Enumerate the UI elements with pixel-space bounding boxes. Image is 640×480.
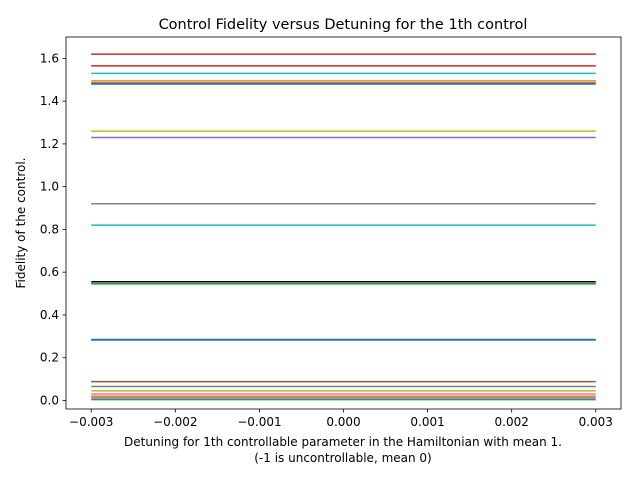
x-tick-label: 0.000 [326,415,360,429]
y-tick-label: 0.2 [40,351,59,365]
x-axis-label-line2: (-1 is uncontrollable, mean 0) [254,451,431,465]
x-tick-label: 0.003 [579,415,613,429]
y-tick-label: 1.0 [40,180,59,194]
x-tick-label: 0.001 [410,415,444,429]
plot-frame [65,36,622,410]
x-tick-label: −0.003 [69,415,113,429]
y-tick-label: 0.4 [40,308,59,322]
y-axis-label: Fidelity of the control. [14,158,28,289]
x-axis-label-line1: Detuning for 1th controllable parameter … [124,435,562,449]
y-tick-label: 0.0 [40,393,59,407]
y-tick-label: 0.6 [40,265,59,279]
series-layer [91,53,596,401]
x-tick-label: −0.002 [153,415,197,429]
y-tick-label: 1.6 [40,51,59,65]
y-tick-label: 1.4 [40,94,59,108]
x-tick-label: −0.001 [237,415,281,429]
y-tick-label: 0.8 [40,222,59,236]
tick-layer: −0.003 −0.002 −0.001 0.000 0.001 0.002 0.003 0.… [40,51,613,429]
y-tick-label: 1.2 [40,137,59,151]
chart-title: Control Fidelity versus Detuning for the… [159,17,528,33]
x-tick-label: 0.002 [495,415,529,429]
